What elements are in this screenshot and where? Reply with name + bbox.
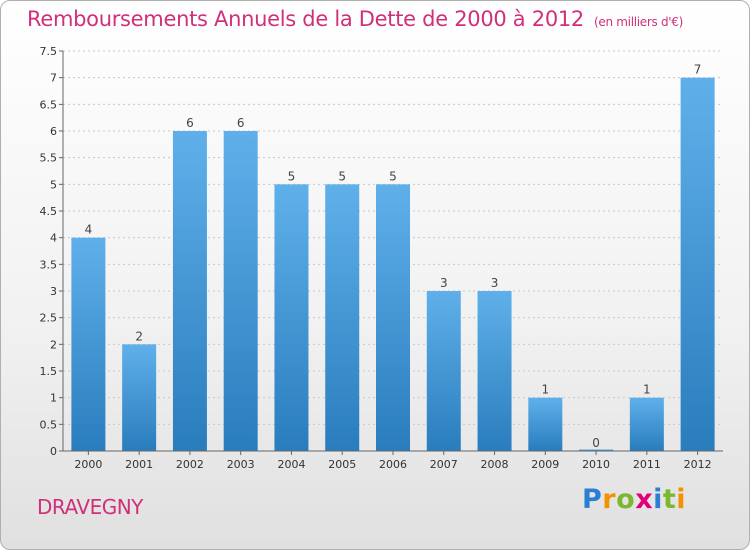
data-label: 1 — [643, 383, 651, 397]
y-tick-label: 5.5 — [40, 152, 58, 165]
chart-title-text: Remboursements Annuels de la Dette de 20… — [27, 7, 584, 31]
x-tick-label: 2012 — [684, 458, 712, 471]
x-tick-label: 2004 — [277, 458, 305, 471]
bar-2008 — [477, 291, 512, 451]
logo-letter: i — [653, 484, 663, 515]
x-tick-label: 2006 — [379, 458, 407, 471]
x-tick-label: 2003 — [227, 458, 255, 471]
data-label: 5 — [288, 169, 296, 183]
data-label: 0 — [592, 436, 600, 450]
y-tick-label: 3 — [50, 285, 57, 298]
proxiti-logo: Proxiti — [582, 486, 686, 513]
x-tick-label: 2001 — [125, 458, 153, 471]
y-tick-label: 6.5 — [40, 98, 58, 111]
y-tick-label: 4 — [50, 232, 57, 245]
chart-unit: (en milliers d'€) — [594, 15, 684, 29]
data-label: 5 — [389, 169, 397, 183]
bar-2003 — [223, 131, 258, 451]
y-tick-label: 1 — [50, 392, 57, 405]
bar-2000 — [71, 237, 106, 451]
data-label: 7 — [694, 63, 702, 77]
logo-letter: r — [602, 484, 617, 515]
logo-letter: t — [662, 484, 677, 515]
bar-2007 — [426, 291, 461, 451]
logo-letter: P — [582, 484, 603, 515]
x-tick-label: 2008 — [481, 458, 509, 471]
data-label: 6 — [237, 116, 245, 130]
y-tick-label: 7 — [50, 72, 57, 85]
bar-2004 — [274, 184, 309, 452]
y-tick-label: 2.5 — [40, 312, 58, 325]
data-label: 6 — [186, 116, 194, 130]
data-label: 3 — [491, 276, 499, 290]
bar-2006 — [376, 184, 410, 452]
y-tick-label: 6 — [50, 125, 57, 138]
x-tick-label: 2005 — [328, 458, 356, 471]
bar-2002 — [172, 131, 207, 451]
axes: 0 0.5 1 1.5 2 2.5 3 3.5 4 4.5 5 5.5 6 6.5 7 7.5 2000 2001… — [40, 45, 723, 471]
y-tick-label: 0 — [50, 445, 57, 458]
logo-letter: o — [616, 484, 636, 515]
data-labels: 4 2 6 6 5 5 5 3 3 1 0 1 7 — [85, 63, 702, 450]
y-tick-label: 2 — [50, 338, 57, 351]
chart-title: Remboursements Annuels de la Dette de 20… — [27, 7, 683, 31]
y-tick-label: 5 — [50, 178, 57, 191]
x-tick-label: 2010 — [582, 458, 610, 471]
bar-2001 — [122, 344, 157, 451]
y-tick-label: 0.5 — [40, 418, 58, 431]
data-label: 5 — [338, 169, 346, 183]
y-tick-label: 4.5 — [40, 205, 58, 218]
data-label: 4 — [85, 223, 93, 237]
bar-2012 — [680, 77, 715, 452]
data-label: 2 — [135, 329, 143, 343]
y-tick-label: 3.5 — [40, 258, 58, 271]
bar-2005 — [325, 184, 360, 452]
x-tick-label: 2007 — [430, 458, 458, 471]
data-label: 3 — [440, 276, 448, 290]
bar-2010 — [579, 449, 614, 451]
y-tick-label: 7.5 — [40, 45, 58, 58]
x-tick-label: 2009 — [531, 458, 559, 471]
commune-name: DRAVEGNY — [37, 495, 143, 519]
bar-2009 — [528, 397, 563, 451]
data-label: 1 — [541, 383, 549, 397]
x-tick-label: 2002 — [176, 458, 204, 471]
x-tick-label: 2000 — [74, 458, 102, 471]
bar-2011 — [629, 397, 664, 451]
y-tick-label: 1.5 — [40, 365, 58, 378]
x-tick-label: 2011 — [633, 458, 661, 471]
logo-letter: x — [635, 484, 654, 515]
logo-letter: i — [676, 484, 687, 515]
bars — [71, 77, 715, 452]
